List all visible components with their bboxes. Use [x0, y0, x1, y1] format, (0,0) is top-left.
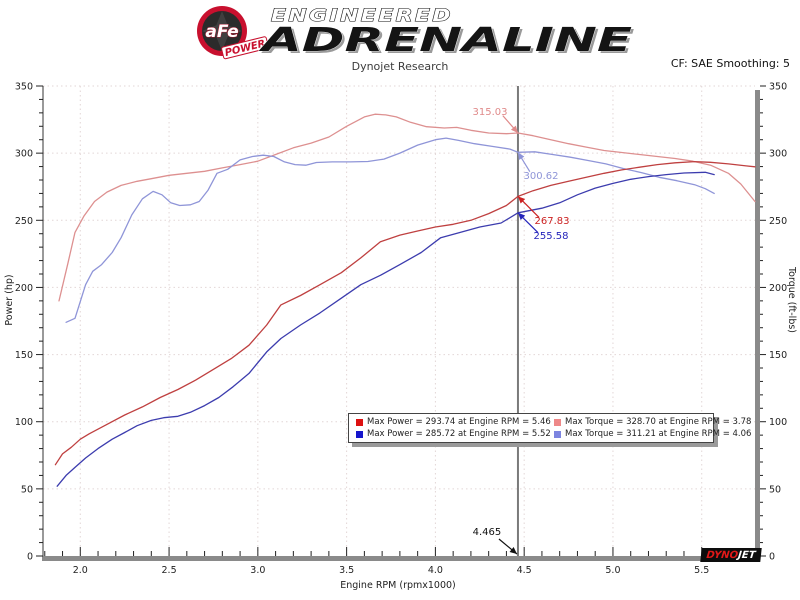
svg-text:250: 250 [769, 216, 787, 227]
svg-text:4.465: 4.465 [473, 527, 502, 538]
svg-text:100: 100 [15, 417, 33, 428]
legend-swatch-periwinkle [554, 430, 561, 438]
svg-text:2.5: 2.5 [162, 565, 177, 576]
svg-text:Power (hp): Power (hp) [4, 274, 15, 325]
svg-text:Torque (ft-lbs): Torque (ft-lbs) [786, 266, 797, 333]
brand-logo: aFe POWER ENGINEERED ADRENALINE ADRENALI… [197, 6, 635, 61]
legend-label: Max Torque = 311.21 at Engine RPM = 4.06 [565, 429, 752, 439]
svg-text:3.0: 3.0 [250, 565, 265, 576]
legend-label: Max Power = 285.72 at Engine RPM = 5.52 [367, 429, 551, 439]
afe-text: aFe [205, 22, 238, 42]
svg-text:315.03: 315.03 [473, 107, 508, 118]
svg-text:350: 350 [15, 82, 33, 93]
dynojet-logo-jet: JET [737, 549, 757, 561]
legend-box: Max Power = 293.74 at Engine RPM = 5.46 … [348, 413, 751, 443]
adrenaline-shadow: ADRENALINE [260, 22, 635, 61]
svg-text:4.5: 4.5 [517, 565, 532, 576]
legend-swatch-blue [356, 430, 363, 438]
svg-text:3.5: 3.5 [339, 565, 354, 576]
svg-text:267.83: 267.83 [535, 216, 570, 227]
svg-text:150: 150 [769, 350, 787, 361]
svg-text:200: 200 [769, 283, 787, 294]
svg-text:300: 300 [769, 149, 787, 160]
svg-text:4.0: 4.0 [428, 565, 443, 576]
svg-text:50: 50 [769, 484, 781, 495]
svg-text:150: 150 [15, 350, 33, 361]
legend-label: Max Power = 293.74 at Engine RPM = 5.46 [367, 417, 551, 427]
header: aFe POWER ENGINEERED ADRENALINE ADRENALI… [0, 0, 800, 80]
svg-text:0: 0 [27, 552, 33, 563]
legend-item-max-power-stock: Max Power = 285.72 at Engine RPM = 5.52 [356, 429, 554, 439]
afe-power-logo: aFe POWER [197, 6, 269, 60]
correction-factor-label: CF: SAE Smoothing: 5 [670, 57, 790, 70]
svg-text:200: 200 [15, 283, 33, 294]
adrenaline-text: ADRENALINE [257, 20, 632, 59]
legend-label: Max Torque = 328.70 at Engine RPM = 3.78 [565, 417, 752, 427]
legend-swatch-salmon [554, 418, 561, 426]
dynojet-logo-dyno: DYNO [705, 549, 739, 561]
power-badge [221, 36, 269, 60]
dynojet-logo: DYNO JET [700, 548, 762, 562]
svg-text:250: 250 [15, 216, 33, 227]
svg-text:5.5: 5.5 [694, 565, 709, 576]
svg-text:350: 350 [769, 82, 787, 93]
svg-text:5.0: 5.0 [605, 565, 620, 576]
svg-text:300.62: 300.62 [524, 171, 559, 182]
svg-text:50: 50 [21, 484, 33, 495]
legend-item-max-power-afe: Max Power = 293.74 at Engine RPM = 5.46 [356, 417, 554, 427]
engineered-text: ENGINEERED [271, 6, 453, 26]
svg-text:255.58: 255.58 [534, 231, 569, 242]
svg-text:Engine RPM (rpmx1000): Engine RPM (rpmx1000) [340, 580, 456, 591]
svg-text:300: 300 [15, 149, 33, 160]
legend-swatch-red [356, 418, 363, 426]
legend-item-max-torque-stock: Max Torque = 311.21 at Engine RPM = 4.06 [554, 429, 751, 439]
afe-fan-blade2 [202, 23, 242, 39]
chart-subtitle: Dynojet Research [351, 60, 449, 73]
svg-text:2.0: 2.0 [73, 565, 88, 576]
legend-item-max-torque-afe: Max Torque = 328.70 at Engine RPM = 3.78 [554, 417, 751, 427]
svg-text:0: 0 [769, 552, 775, 563]
svg-text:100: 100 [769, 417, 787, 428]
